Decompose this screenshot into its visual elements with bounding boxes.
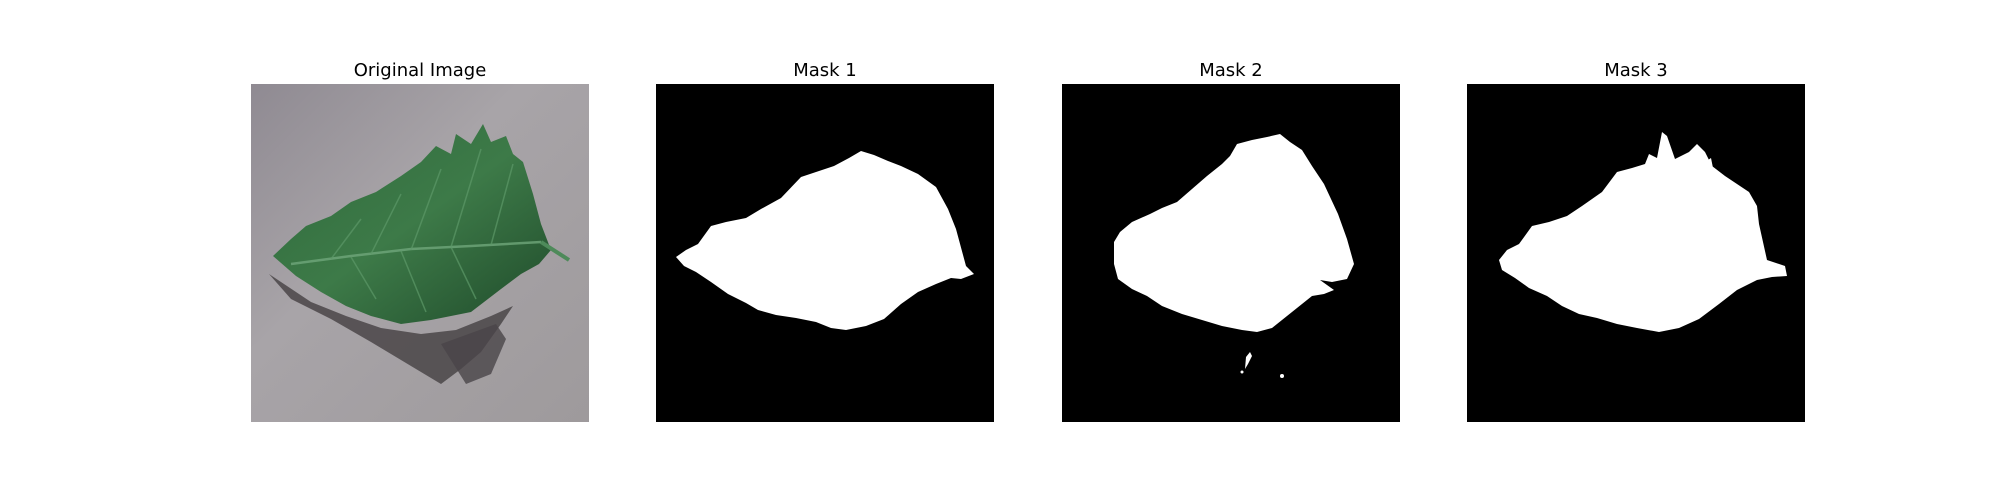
panel-title: Mask 3 <box>1604 60 1668 81</box>
mask-speck <box>1245 352 1252 369</box>
mask-region <box>1499 132 1787 332</box>
mask-region <box>1114 134 1354 332</box>
leaf-shadow-lobe <box>441 324 506 384</box>
panel-mask-3: Mask 3 <box>1467 59 1805 422</box>
mask-speck <box>1240 370 1244 374</box>
panel-original-image: Original Image <box>251 59 589 422</box>
original-leaf-photo <box>251 84 589 422</box>
mask-speck <box>1280 374 1284 378</box>
mask-speck <box>1705 158 1713 172</box>
leaf <box>273 124 551 324</box>
mask-1-image <box>656 84 994 422</box>
panel-mask-2: Mask 2 <box>1062 59 1400 422</box>
panel-title: Original Image <box>353 60 487 81</box>
panel-mask-1: Mask 1 <box>656 59 994 422</box>
mask-region <box>676 151 974 330</box>
leaf-stem <box>539 240 571 262</box>
mask-2-image <box>1062 84 1400 422</box>
panel-title: Mask 2 <box>1199 60 1263 81</box>
mask-3-image <box>1467 84 1805 422</box>
panel-title: Mask 1 <box>793 60 857 81</box>
